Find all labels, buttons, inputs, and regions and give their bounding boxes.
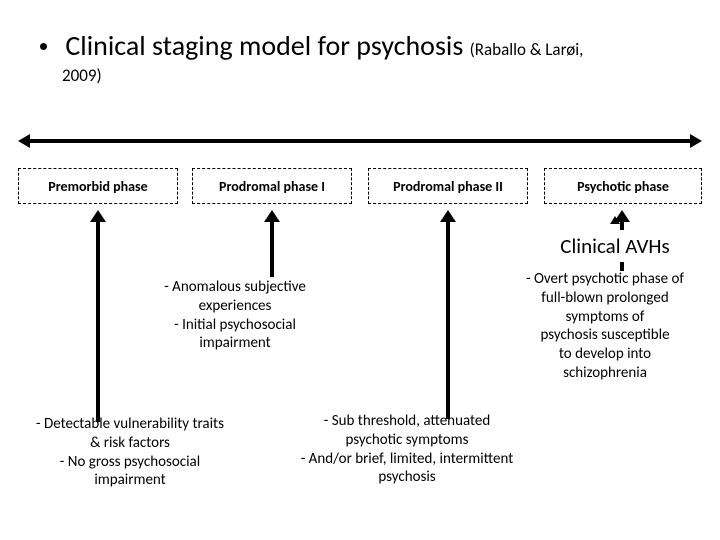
desc-line: impairment <box>10 471 250 490</box>
phase-label: Prodromal phase I <box>219 178 325 195</box>
timeline-line <box>25 139 695 143</box>
phase-label: Premorbid phase <box>48 178 147 195</box>
desc-line: - And/or brief, limited, intermittent <box>262 450 552 469</box>
desc-line: - No gross psychosocial <box>10 453 250 472</box>
desc-line: full-blown prolonged <box>500 289 710 308</box>
clinical-avhs-label: Clinical AVHs <box>525 230 705 262</box>
arrow-premorbid-icon <box>90 210 106 422</box>
avhs-text: Clinical AVHs <box>560 233 669 259</box>
avhs-arrow-icon <box>610 216 620 224</box>
desc-line: - Sub threshold, attenuated <box>262 412 552 431</box>
desc-line: & risk factors <box>10 434 250 453</box>
desc-line: symptoms of <box>500 308 710 327</box>
phase-label: Psychotic phase <box>577 178 669 195</box>
desc-line: - Initial psychosocial <box>125 316 345 335</box>
phase-box-prodromal-1: Prodromal phase I <box>192 168 352 204</box>
desc-prodromal-1: - Anomalous subjective experiences - Ini… <box>125 278 345 353</box>
bullet-dot-icon <box>40 43 47 50</box>
desc-line: schizophrenia <box>500 364 710 383</box>
desc-line: experiences <box>125 297 345 316</box>
title-main: Clinical staging model for psychosis <box>65 28 463 63</box>
phase-box-psychotic: Psychotic phase <box>544 168 702 204</box>
desc-line: - Overt psychotic phase of <box>500 270 710 289</box>
desc-prodromal-2: - Sub threshold, attenuated psychotic sy… <box>262 412 552 487</box>
phase-label: Prodromal phase II <box>393 178 503 195</box>
desc-line: psychosis susceptible <box>500 326 710 345</box>
phase-box-premorbid: Premorbid phase <box>18 168 178 204</box>
desc-line: to develop into <box>500 345 710 364</box>
title-year: 2009) <box>62 65 700 86</box>
desc-psychotic: - Overt psychotic phase of full-blown pr… <box>500 270 710 383</box>
arrow-prodromal1-icon <box>264 210 280 277</box>
timeline-arrow-right-icon <box>690 134 702 148</box>
timeline-axis <box>18 134 702 148</box>
title-citation: (Raballo & Larøi, <box>470 39 584 60</box>
desc-line: psychosis <box>262 468 552 487</box>
slide-title: Clinical staging model for psychosis (Ra… <box>40 28 700 86</box>
desc-line: - Detectable vulnerability traits <box>10 415 250 434</box>
arrow-prodromal2-icon <box>440 210 456 419</box>
desc-line: impairment <box>125 334 345 353</box>
desc-line: psychotic symptoms <box>262 431 552 450</box>
desc-premorbid: - Detectable vulnerability traits & risk… <box>10 415 250 490</box>
desc-line: - Anomalous subjective <box>125 278 345 297</box>
phase-box-prodromal-2: Prodromal phase II <box>368 168 528 204</box>
